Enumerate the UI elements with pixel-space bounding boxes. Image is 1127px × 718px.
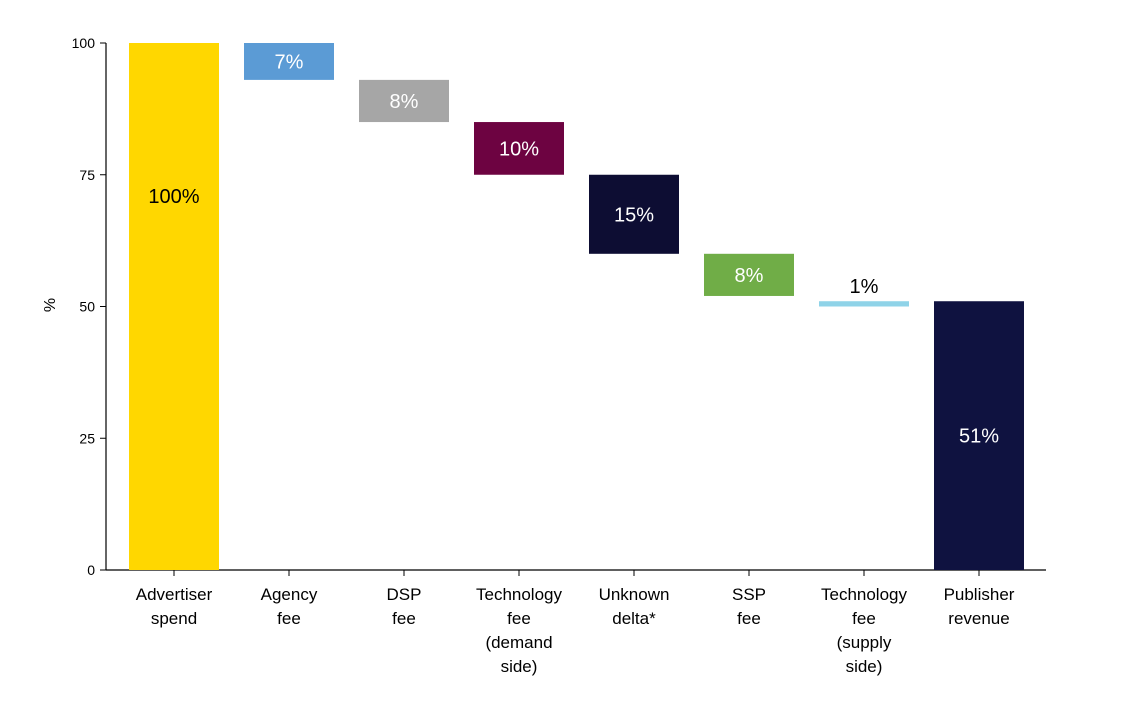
- category-label: Advertiser spend: [136, 585, 213, 628]
- category-label-line: Agency: [261, 585, 318, 604]
- bar: [934, 301, 1024, 570]
- category-label-line: Technology: [476, 585, 563, 604]
- category-label-line: Publisher: [944, 585, 1015, 604]
- bar: [129, 43, 219, 570]
- category-label-line: Advertiser: [136, 585, 213, 604]
- category-label-line: side): [501, 657, 538, 676]
- category-label-line: (demand: [485, 633, 552, 652]
- category-label: Publisher revenue: [944, 585, 1015, 628]
- bar-value-label: 8%: [390, 91, 419, 113]
- axes: 0 25 50 75 100: [72, 35, 1046, 578]
- category-label-line: revenue: [948, 609, 1009, 628]
- bar-value-label: 7%: [275, 51, 304, 73]
- category-label-line: side): [846, 657, 883, 676]
- category-label-line: Technology: [821, 585, 908, 604]
- category-label-line: (supply: [837, 633, 892, 652]
- category-label: Technology fee (demand side): [476, 585, 563, 676]
- y-tick-label: 75: [79, 167, 95, 183]
- bar: [819, 301, 909, 307]
- y-tick-label: 50: [79, 299, 95, 315]
- bar: [474, 122, 564, 175]
- category-label-line: spend: [151, 609, 197, 628]
- category-label-line: fee: [277, 609, 301, 628]
- bars: 100% 7% 8% 10% 15% 8% 1% 51%: [129, 43, 1024, 570]
- category-label-line: fee: [392, 609, 416, 628]
- bar-value-label: 8%: [735, 265, 764, 287]
- bar: [589, 174, 679, 254]
- category-label-line: fee: [737, 609, 761, 628]
- category-label-line: DSP: [387, 585, 422, 604]
- category-label-line: SSP: [732, 585, 766, 604]
- category-label: Unknown delta*: [599, 585, 670, 628]
- category-label-line: Unknown: [599, 585, 670, 604]
- y-tick-label: 0: [87, 562, 95, 578]
- category-label: SSP fee: [732, 585, 766, 628]
- category-label-line: fee: [507, 609, 531, 628]
- bar-value-label: 51%: [959, 426, 999, 448]
- category-label-line: fee: [852, 609, 876, 628]
- category-label-line: delta*: [612, 609, 656, 628]
- bar: [244, 43, 334, 80]
- category-label: DSP fee: [387, 585, 422, 628]
- bar: [359, 79, 449, 123]
- category-label: Agency fee: [261, 585, 318, 628]
- bar-value-label: 10%: [499, 138, 539, 160]
- y-axis-label: %: [42, 298, 59, 312]
- category-label: Technology fee (supply side): [821, 585, 908, 676]
- y-tick-label: 25: [79, 430, 95, 446]
- bar-value-label: 1%: [850, 276, 879, 298]
- y-tick-label: 100: [72, 35, 96, 51]
- bar: [704, 253, 794, 296]
- bar-value-label: 15%: [614, 204, 654, 226]
- bar-value-label: 100%: [148, 186, 199, 208]
